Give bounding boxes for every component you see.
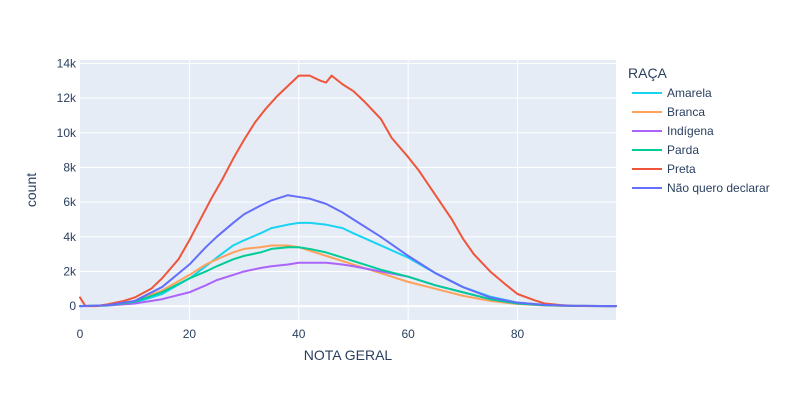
x-tick-label: 40 [292,327,306,341]
legend-label: Parda [667,143,699,157]
legend-item[interactable]: Branca [632,105,705,119]
plot-background [80,60,616,320]
x-tick-label: 80 [511,327,525,341]
y-axis-ticks: 0 2k 4k 6k 8k 10k 12k 14k [57,56,77,313]
y-axis-title: count [23,173,39,207]
legend-item[interactable]: Indígena [632,124,714,138]
series-line-n-o-quero-declarar [79,194,617,308]
legend-label: Amarela [667,86,712,100]
legend-item[interactable]: Parda [632,143,699,157]
legend-label: Branca [667,105,705,119]
x-tick-label: 0 [77,327,84,341]
y-tick-label: 10k [57,126,77,140]
x-axis-title: NOTA GERAL [304,347,393,363]
series-lines [79,74,617,308]
y-tick-label: 14k [57,56,77,70]
legend-item[interactable]: Amarela [632,86,712,100]
y-tick-label: 6k [63,195,77,209]
y-tick-label: 4k [63,230,77,244]
legend-label: Indígena [667,124,714,138]
legend-label: Preta [667,162,696,176]
grid-lines [80,60,616,320]
legend-label: Não quero declarar [667,181,770,195]
legend-title: RAÇA [628,65,668,81]
x-tick-label: 60 [401,327,415,341]
series-line-parda [79,246,617,308]
y-tick-label: 0 [69,299,76,313]
x-tick-label: 20 [183,327,197,341]
x-axis-ticks: 0 20 40 60 80 [77,327,525,341]
legend[interactable]: RAÇA Amarela Branca Indígena Parda Preta Não … [628,65,770,195]
legend-item[interactable]: Preta [632,162,696,176]
y-tick-label: 12k [57,91,77,105]
legend-item[interactable]: Não quero declarar [632,181,770,195]
y-tick-label: 2k [63,264,77,278]
series-line-preta [79,74,617,308]
y-tick-label: 8k [63,160,77,174]
legend-items[interactable]: Amarela Branca Indígena Parda Preta Não quero… [632,86,770,195]
